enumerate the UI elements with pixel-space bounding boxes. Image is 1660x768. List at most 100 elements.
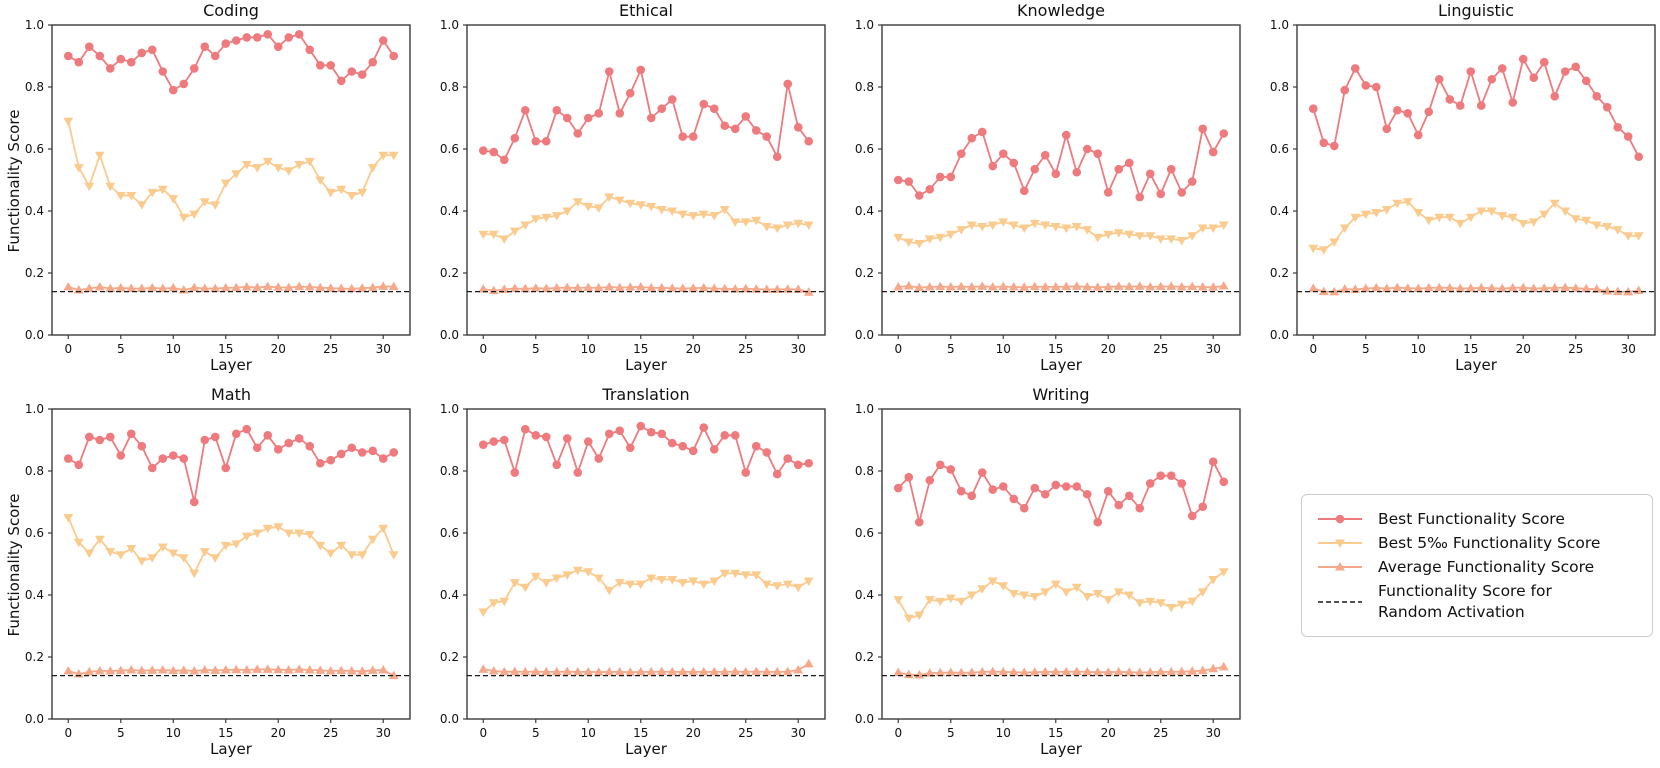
series-best5	[478, 193, 814, 244]
legend-item: Best Functionality Score	[1316, 509, 1640, 529]
chart-canvas-ethical: 0 5 10 15 20 25 30 0.0 0.2 0.4 0.6 0.8 1.0	[440, 18, 826, 356]
svg-text:0.2: 0.2	[25, 266, 44, 280]
svg-text:20: 20	[686, 342, 701, 356]
svg-text:1.0: 1.0	[440, 402, 459, 416]
svg-text:10: 10	[996, 726, 1011, 740]
svg-text:0.6: 0.6	[25, 142, 44, 156]
svg-text:0.8: 0.8	[1270, 80, 1289, 94]
series-average	[63, 281, 399, 294]
subplot-knowledge: 0 5 10 15 20 25 30 0.0 0.2 0.4 0.6 0.8 1.0 Knowledge…	[830, 0, 1245, 384]
svg-text:0.2: 0.2	[440, 650, 459, 664]
chart-canvas-linguistic: 0 5 10 15 20 25 30 0.0 0.2 0.4 0.6 0.8 1.0	[1270, 18, 1656, 356]
axes: 0 5 10 15 20 25 30 0.0 0.2 0.4 0.6 0.8 1.0	[25, 18, 411, 356]
chart-canvas-math: 0 5 10 15 20 25 30 0.0 0.2 0.4 0.6 0.8 1.0	[25, 402, 411, 740]
series-average	[478, 658, 814, 676]
series-best5	[63, 514, 399, 579]
svg-text:0: 0	[894, 726, 902, 740]
series-best5	[893, 568, 1229, 624]
svg-text:15: 15	[1048, 726, 1063, 740]
best-score-marker-icon	[1316, 511, 1364, 527]
svg-text:20: 20	[271, 342, 286, 356]
legend-item-label: Functionality Score for Random Activatio…	[1378, 582, 1552, 621]
chart-title: Writing	[1032, 385, 1090, 404]
svg-text:0.6: 0.6	[25, 526, 44, 540]
svg-text:25: 25	[323, 726, 338, 740]
chart-title: Linguistic	[1437, 1, 1515, 20]
series-average	[63, 664, 399, 680]
subplot-writing: 0 5 10 15 20 25 30 0.0 0.2 0.4 0.6 0.8 1.0 Writing L…	[830, 384, 1245, 768]
svg-text:0.4: 0.4	[855, 204, 874, 218]
svg-text:0.4: 0.4	[440, 588, 459, 602]
svg-text:15: 15	[633, 342, 648, 356]
svg-text:0.8: 0.8	[25, 464, 44, 478]
svg-text:30: 30	[1206, 342, 1221, 356]
svg-text:15: 15	[218, 726, 233, 740]
svg-text:30: 30	[376, 342, 391, 356]
svg-text:10: 10	[1411, 342, 1426, 356]
svg-text:0.2: 0.2	[1270, 266, 1289, 280]
svg-text:0.4: 0.4	[440, 204, 459, 218]
series-best	[893, 457, 1229, 527]
svg-text:0.4: 0.4	[25, 204, 44, 218]
svg-text:20: 20	[686, 726, 701, 740]
series-best	[478, 421, 814, 479]
axes: 0 5 10 15 20 25 30 0.0 0.2 0.4 0.6 0.8 1.0	[1270, 18, 1656, 356]
chart-title: Math	[210, 385, 252, 404]
svg-text:20: 20	[1101, 342, 1116, 356]
svg-text:5: 5	[117, 342, 125, 356]
svg-text:20: 20	[271, 726, 286, 740]
svg-text:0.0: 0.0	[440, 328, 459, 342]
axes: 0 5 10 15 20 25 30 0.0 0.2 0.4 0.6 0.8 1.0	[440, 18, 826, 356]
svg-text:0.0: 0.0	[855, 328, 874, 342]
svg-text:20: 20	[1516, 342, 1531, 356]
svg-text:0.8: 0.8	[855, 80, 874, 94]
svg-text:25: 25	[1568, 342, 1583, 356]
legend: Best Functionality Score Best 5‰ Functio…	[1301, 494, 1653, 637]
series-best	[1308, 54, 1644, 162]
x-axis-label: Layer	[625, 740, 667, 758]
svg-text:0.0: 0.0	[1270, 328, 1289, 342]
svg-text:25: 25	[1153, 342, 1168, 356]
svg-text:5: 5	[117, 726, 125, 740]
svg-text:0.2: 0.2	[855, 650, 874, 664]
chart-title: Translation	[602, 385, 690, 404]
x-axis-label: Layer	[210, 356, 252, 374]
legend-item: Best 5‰ Functionality Score	[1316, 533, 1640, 553]
svg-text:0.6: 0.6	[1270, 142, 1289, 156]
series-best	[63, 424, 399, 507]
svg-text:1.0: 1.0	[440, 18, 459, 32]
svg-text:0.0: 0.0	[440, 712, 459, 726]
svg-text:0: 0	[894, 342, 902, 356]
svg-text:5: 5	[947, 726, 955, 740]
svg-text:5: 5	[532, 342, 540, 356]
series-average	[1308, 282, 1644, 296]
series-best5	[1308, 198, 1644, 255]
svg-text:10: 10	[996, 342, 1011, 356]
legend-item: Functionality Score for Random Activatio…	[1316, 581, 1640, 621]
svg-text:15: 15	[633, 726, 648, 740]
subplot-ethical: 0 5 10 15 20 25 30 0.0 0.2 0.4 0.6 0.8 1.0 Ethical L…	[415, 0, 830, 384]
series-best5	[478, 566, 814, 618]
series-best	[63, 30, 399, 95]
y-axis-label: Functionality Score	[5, 493, 23, 637]
series-best	[893, 124, 1229, 202]
chart-title: Ethical	[618, 1, 673, 20]
svg-text:0: 0	[1309, 342, 1317, 356]
svg-text:15: 15	[218, 342, 233, 356]
legend-item-label: Best 5‰ Functionality Score	[1378, 534, 1601, 553]
x-axis-label: Layer	[1455, 356, 1497, 374]
svg-text:0.2: 0.2	[440, 266, 459, 280]
chart-canvas-coding: 0 5 10 15 20 25 30 0.0 0.2 0.4 0.6 0.8 1.0	[25, 18, 411, 356]
legend-cell: Best Functionality Score Best 5‰ Functio…	[1245, 384, 1660, 768]
chart-canvas-knowledge: 0 5 10 15 20 25 30 0.0 0.2 0.4 0.6 0.8 1.0	[855, 18, 1241, 356]
subplot-linguistic: 0 5 10 15 20 25 30 0.0 0.2 0.4 0.6 0.8 1.0 Linguisti…	[1245, 0, 1660, 384]
svg-text:1.0: 1.0	[1270, 18, 1289, 32]
x-axis-label: Layer	[1040, 356, 1082, 374]
svg-text:0: 0	[64, 342, 72, 356]
y-axis-label: Functionality Score	[5, 109, 23, 253]
chart-canvas-writing: 0 5 10 15 20 25 30 0.0 0.2 0.4 0.6 0.8 1.0	[855, 402, 1241, 740]
average-score-marker-icon	[1316, 559, 1364, 575]
svg-text:0.2: 0.2	[855, 266, 874, 280]
subplot-coding: 0 5 10 15 20 25 30 0.0 0.2 0.4 0.6 0.8 1.0 Coding Fu…	[0, 0, 415, 384]
